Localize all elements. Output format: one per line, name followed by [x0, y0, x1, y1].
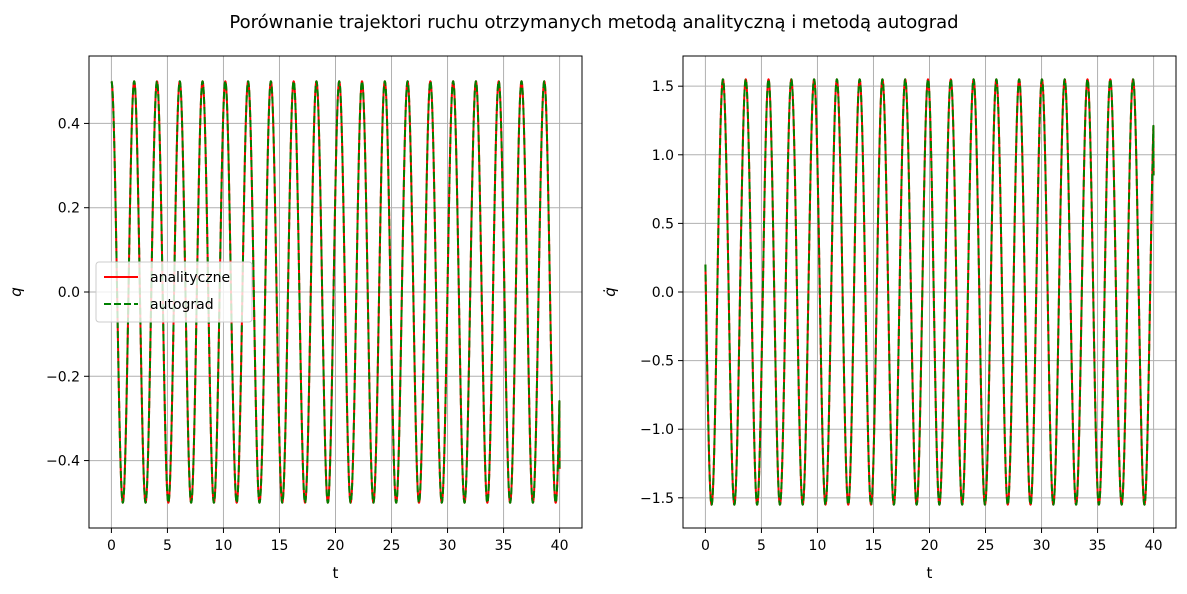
x-tick-label: 5	[163, 538, 172, 554]
x-tick-label: 30	[1033, 538, 1051, 554]
y-tick-label: 1.0	[652, 148, 674, 164]
figure-title: Porównanie trajektori ruchu otrzymanych …	[229, 12, 958, 33]
plot-q-vs-t: 0 5 10 15 20 25 30 35 40 −0.4 −0.2 0.0 0.2 0.4 t q	[7, 55, 583, 582]
y-axis-label: q̇	[601, 287, 619, 297]
x-tick-label: 35	[495, 538, 513, 554]
x-tick-label: 35	[1089, 538, 1107, 554]
y-axis-label: q	[7, 287, 25, 297]
x-tick-label: 0	[701, 538, 710, 554]
y-tick-label: 0.0	[58, 285, 80, 301]
y-tick-label: −0.2	[46, 369, 80, 385]
y-tick-label: 1.5	[652, 79, 674, 95]
x-tick-label: 25	[383, 538, 401, 554]
x-tick-label: 5	[757, 538, 766, 554]
grid	[683, 56, 1176, 528]
x-axis-label: t	[333, 564, 339, 582]
x-axis-label: t	[927, 564, 933, 582]
x-tick-label: 20	[327, 538, 345, 554]
series-line-autograd	[704, 78, 1155, 506]
legend-label-autograd: autograd	[150, 297, 214, 313]
series-line-autograd	[110, 80, 561, 504]
x-tick-label: 40	[551, 538, 569, 554]
y-tick-label: 0.0	[652, 285, 674, 301]
y-tick-label: −0.5	[640, 354, 674, 370]
x-tick-label: 10	[809, 538, 827, 554]
x-tick-label: 10	[215, 538, 233, 554]
legend-label-analityczne: analityczne	[150, 270, 230, 286]
y-tick-label: −1.0	[640, 422, 674, 438]
plot-qdot-vs-t: 0 5 10 15 20 25 30 35 40 −1.5 −1.0 −0.5 0.0 0.5 1.0 1.5…	[601, 55, 1177, 582]
y-tick-label: −0.4	[46, 454, 80, 470]
x-tick-label: 20	[921, 538, 939, 554]
x-tick-label: 40	[1145, 538, 1163, 554]
y-tick-label: 0.4	[58, 116, 80, 132]
legend: analityczne autograd	[95, 261, 253, 323]
y-tick-label: 0.5	[652, 216, 674, 232]
x-tick-label: 15	[271, 538, 289, 554]
y-tick-label: −1.5	[640, 491, 674, 507]
y-tick-label: 0.2	[58, 201, 80, 217]
x-tick-label: 25	[977, 538, 995, 554]
x-tick-label: 0	[107, 538, 116, 554]
x-tick-label: 15	[865, 538, 883, 554]
x-tick-label: 30	[439, 538, 457, 554]
